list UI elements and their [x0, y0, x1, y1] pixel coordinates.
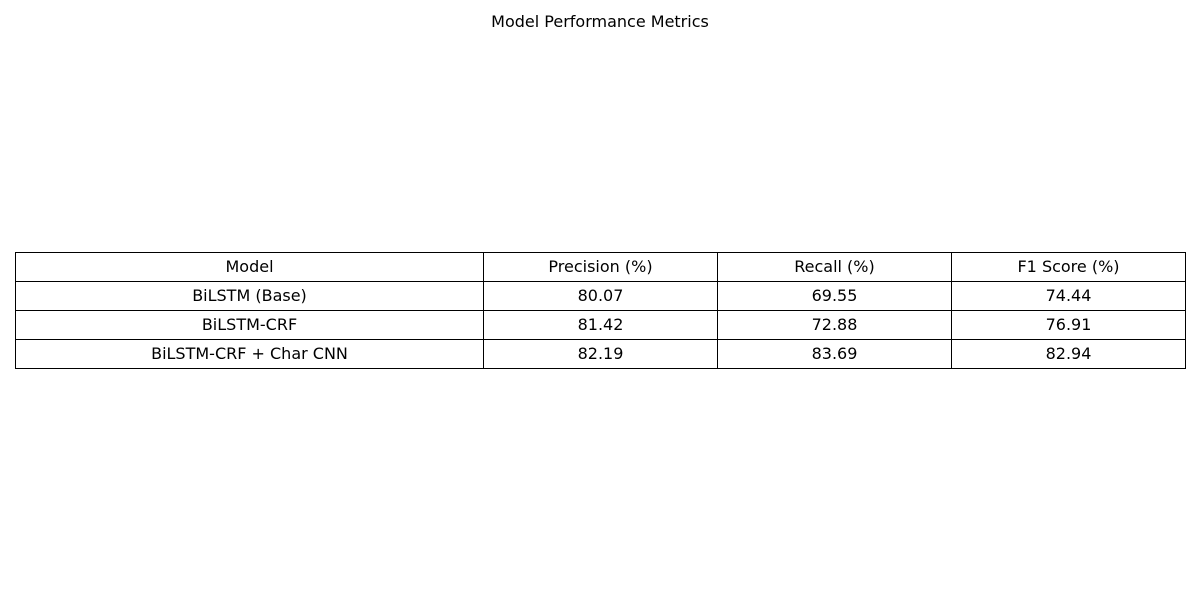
table-row: BiLSTM (Base) 80.07 69.55 74.44 [15, 281, 1186, 311]
table-row: BiLSTM-CRF + Char CNN 82.19 83.69 82.94 [15, 339, 1186, 369]
table-cell-f1-score: 82.94 [951, 339, 1186, 369]
table-cell-precision: 82.19 [483, 339, 718, 369]
table-cell-f1-score: 76.91 [951, 310, 1186, 340]
table-cell-recall: 69.55 [717, 281, 952, 311]
metrics-table: Model Precision (%) Recall (%) F1 Score … [15, 252, 1186, 369]
table-cell-model: BiLSTM (Base) [15, 281, 484, 311]
header-cell-precision: Precision (%) [483, 252, 718, 282]
table-header-row: Model Precision (%) Recall (%) F1 Score … [15, 252, 1186, 282]
header-cell-model: Model [15, 252, 484, 282]
header-cell-f1-score: F1 Score (%) [951, 252, 1186, 282]
table-cell-model: BiLSTM-CRF [15, 310, 484, 340]
table-cell-model: BiLSTM-CRF + Char CNN [15, 339, 484, 369]
header-cell-recall: Recall (%) [717, 252, 952, 282]
table-cell-precision: 81.42 [483, 310, 718, 340]
table-cell-recall: 83.69 [717, 339, 952, 369]
chart-title: Model Performance Metrics [491, 12, 709, 31]
table-cell-precision: 80.07 [483, 281, 718, 311]
table-row: BiLSTM-CRF 81.42 72.88 76.91 [15, 310, 1186, 340]
table-cell-recall: 72.88 [717, 310, 952, 340]
table-cell-f1-score: 74.44 [951, 281, 1186, 311]
